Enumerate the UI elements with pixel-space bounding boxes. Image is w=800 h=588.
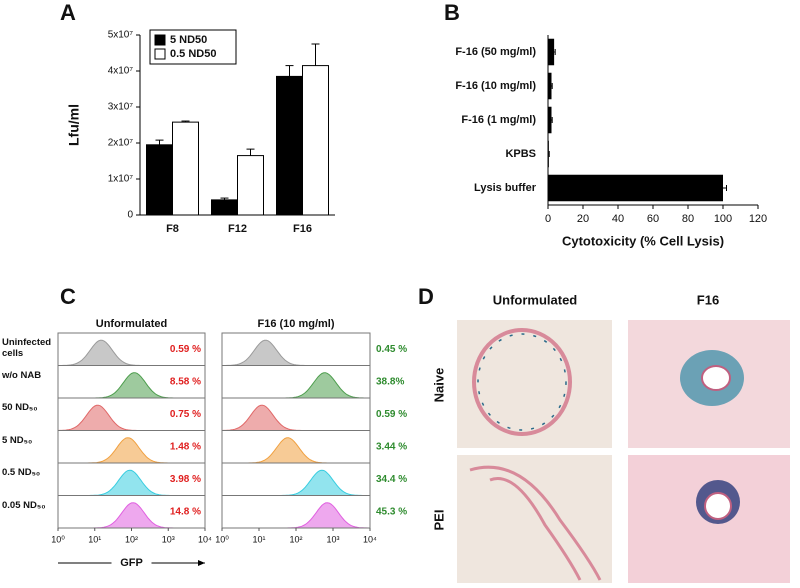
x-tick-label: 40 [612,213,624,225]
y-tick-label: KPBS [505,148,536,160]
row-label: w/o NAB [2,369,42,381]
x-tick-label: 10⁰ [51,534,65,544]
bar [146,144,173,216]
stain [477,333,567,431]
row-label: 0.05 ND₅₀ [2,499,46,511]
bar [172,121,199,216]
percent-label: 45.3 % [376,506,407,517]
y-tick-label: F-16 (1 mg/ml) [461,114,536,126]
column-title: Unformulated [96,318,168,330]
percent-label: 0.75 % [170,409,201,420]
y-tick-label: 2x10⁷ [108,138,134,149]
legend-label: 5 ND50 [170,34,207,46]
histogram [222,469,370,496]
x-tick-label: F16 [293,223,312,235]
panel-letter: D [418,284,434,309]
image-naive-unformulated [457,320,612,448]
bar [211,199,238,216]
histogram [221,404,370,431]
row-title: Naive [431,368,446,403]
bar [548,174,723,202]
row-label: 5 ND₅₀ [2,434,33,446]
airway [469,465,602,581]
image-pei-unformulated [457,455,612,583]
y-tick-label: F-16 (10 mg/ml) [455,80,536,92]
x-tick-label: 10⁰ [215,534,229,544]
bar [237,155,264,216]
histogram [222,502,370,529]
arrow-head [198,560,205,566]
bar [302,65,329,216]
percent-label: 34.4 % [376,474,407,485]
row-label: Uninfected cells [2,337,52,359]
panel-letter: A [60,0,76,25]
column-title: F16 (10 mg/ml) [257,318,334,330]
x-tick-label: 10³ [326,534,339,544]
airway [472,328,572,436]
percent-label: 0.59 % [376,409,407,420]
histogram [222,437,370,464]
x-tick-label: 120 [749,213,767,225]
percent-label: 0.45 % [376,344,407,355]
x-tick-label: 20 [577,213,589,225]
x-axis-label: GFP [120,557,143,569]
y-axis-label: Lfu/ml [66,104,82,146]
percent-label: 3.44 % [376,441,407,452]
legend-label: 0.5 ND50 [170,48,216,60]
x-tick-label: 10⁴ [198,534,212,544]
panel-letter: B [444,0,460,25]
x-axis-label: Cytotoxicity (% Cell Lysis) [562,233,724,248]
x-tick-label: 60 [647,213,659,225]
y-tick-label: F-16 (50 mg/ml) [455,46,536,58]
histology-images [457,320,790,583]
column-title: Unformulated [493,292,578,307]
bar [548,38,555,66]
row-title: PEI [431,510,446,531]
row-label: 50 ND₅₀ [2,402,38,413]
percent-label: 0.59 % [170,344,201,355]
x-tick-label: 100 [714,213,732,225]
percent-label: 8.58 % [170,376,201,387]
histogram [222,372,370,399]
histogram [222,339,370,366]
panel-letter: C [60,284,76,309]
x-tick-label: 10³ [162,534,175,544]
percent-label: 3.98 % [170,474,201,485]
percent-label: 1.48 % [170,441,201,452]
percent-label: 38.8% [376,376,404,387]
y-tick-label: 1x10⁷ [108,174,134,185]
x-tick-label: F12 [228,223,247,235]
bar [548,140,549,168]
x-tick-label: 80 [682,213,694,225]
y-tick-label: 0 [127,210,133,221]
row-label: 0.5 ND₅₀ [2,467,41,478]
y-tick-label: 3x10⁷ [108,102,134,113]
bar [548,106,552,134]
x-tick-label: 0 [545,213,551,225]
x-tick-label: 10¹ [88,534,101,544]
percent-label: 14.8 % [170,506,201,517]
x-tick-label: F8 [166,223,179,235]
airway [701,365,731,391]
x-tick-label: 10⁴ [363,534,377,544]
airway [704,492,732,520]
column-title: F16 [697,292,719,307]
y-tick-label: 4x10⁷ [108,66,134,77]
y-tick-label: Lysis buffer [474,182,537,194]
legend-swatch [154,48,166,60]
y-tick-label: 5x10⁷ [108,30,134,41]
x-tick-label: 10¹ [252,534,265,544]
bar [276,75,303,216]
x-tick-label: 10² [125,534,138,544]
legend-swatch [154,34,166,46]
bar [548,72,552,100]
x-tick-label: 10² [289,534,302,544]
